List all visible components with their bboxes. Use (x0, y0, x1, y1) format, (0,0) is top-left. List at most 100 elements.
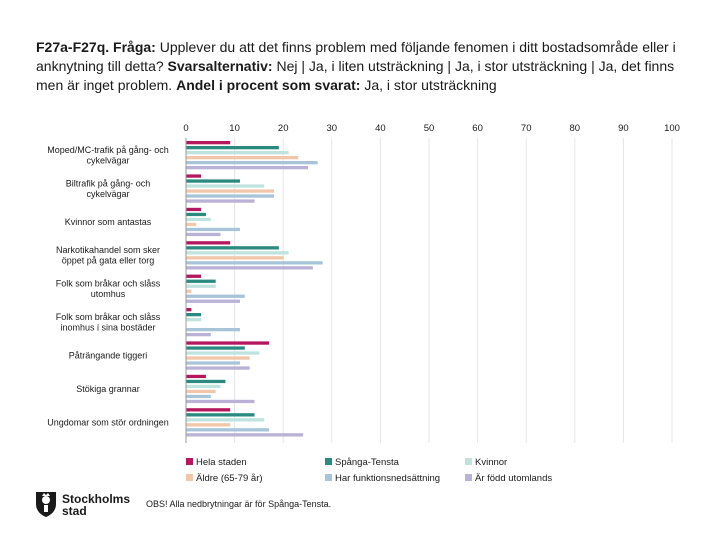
bar (186, 308, 192, 312)
legend-item: Äldre (65-79 år) (186, 473, 263, 484)
x-tick-label: 20 (278, 123, 289, 134)
bar (186, 313, 202, 317)
legend-item: Har funktionsnedsättning (325, 473, 440, 484)
legend-label: Har funktionsnedsättning (335, 473, 441, 484)
bar (186, 333, 211, 337)
bar (186, 274, 202, 278)
legend-label: Är född utomlands (475, 473, 553, 484)
bar (186, 194, 274, 198)
x-tick-label: 0 (183, 123, 188, 134)
bar (186, 146, 279, 150)
bar (186, 356, 250, 360)
bar (186, 428, 270, 432)
stockholm-crest-icon (36, 492, 56, 517)
bar (186, 156, 299, 160)
bar (186, 141, 231, 145)
bar (186, 217, 211, 222)
category-label: Moped/MC-trafik på gång- och cykelvägar (47, 145, 169, 166)
bar (186, 179, 240, 183)
x-tick-label: 10 (229, 123, 240, 134)
footnote: OBS! Alla nedbrytningar är för Spånga-Te… (146, 499, 332, 509)
logo-text: Stockholms stad (62, 493, 142, 517)
x-tick-label: 40 (375, 123, 386, 134)
category-label: Folk som bråkar och slåss utomhus (56, 279, 161, 300)
category-label: Narkotikahandel som sker öppet på gata el… (56, 245, 160, 266)
bar (186, 328, 240, 332)
bar (186, 174, 202, 178)
legend-label: Äldre (65-79 år) (196, 473, 263, 484)
bar (186, 379, 226, 384)
bar (186, 251, 289, 255)
bar (186, 261, 323, 265)
bar (186, 423, 231, 427)
bar (186, 294, 245, 298)
legend-swatch (325, 458, 332, 465)
bar (186, 266, 313, 270)
alternatives-label: Svarsalternativ: (167, 58, 273, 74)
question-text: Upplever du att det finns problem med fö… (36, 39, 676, 74)
bar (186, 299, 240, 303)
bar (186, 341, 270, 345)
bar (186, 289, 192, 293)
bar (186, 207, 202, 212)
bar (186, 246, 279, 250)
legend-label: Spånga-Tensta (335, 457, 399, 468)
bar (186, 189, 274, 193)
share-label: Andel i procent som svarat: (176, 77, 361, 93)
share-text: Ja, i stor utsträckning (364, 77, 497, 93)
bar (186, 241, 231, 245)
bar (186, 199, 255, 203)
legend-item: Kvinnor (465, 457, 507, 468)
legend-label: Kvinnor (475, 457, 508, 468)
bar (186, 318, 202, 322)
category-label: Stökiga grannar (76, 384, 140, 394)
category-label: Påträngande tiggeri (69, 351, 148, 361)
bar (186, 232, 221, 237)
x-tick-label: 50 (424, 123, 435, 134)
legend-swatch (465, 458, 472, 465)
bar (186, 256, 284, 260)
x-tick-label: 70 (521, 123, 532, 134)
x-tick-label: 60 (472, 123, 483, 134)
bar (186, 184, 265, 188)
chart-title: F27a-F27q. Fråga: Upplever du att det fi… (36, 38, 676, 95)
bar (186, 284, 216, 288)
legend-swatch (186, 474, 193, 481)
logo-line1: Stockholms (62, 492, 131, 506)
bar (186, 212, 206, 217)
x-tick-label: 80 (570, 123, 581, 134)
x-tick-label: 90 (618, 123, 629, 134)
legend-swatch (325, 474, 332, 481)
category-label: Folk som bråkar och slåss inomhus i sina … (56, 312, 161, 333)
bar (186, 227, 240, 232)
bar (186, 366, 250, 370)
bar (186, 389, 216, 394)
category-label: Biltrafik på gång- och cykelvägar (66, 178, 151, 199)
bar (186, 279, 216, 283)
bar (186, 418, 265, 422)
category-label: Kvinnor som antastas (65, 217, 152, 227)
bar (186, 433, 304, 437)
bar (186, 161, 318, 165)
legend-swatch (186, 458, 193, 465)
alternatives-text: Nej | Ja, i liten utsträckning | Ja, i s… (36, 58, 675, 93)
bar (186, 384, 221, 389)
x-tick-label: 100 (664, 123, 680, 134)
bar (186, 222, 197, 227)
legend-item: Är född utomlands (465, 473, 552, 484)
question-label: Fråga: (113, 39, 156, 55)
bar (186, 408, 231, 412)
bar (186, 374, 206, 379)
bar (186, 394, 211, 399)
legend-label: Hela staden (196, 457, 247, 468)
legend-swatch (465, 474, 472, 481)
bar (186, 346, 245, 350)
bar (186, 151, 289, 155)
bar (186, 361, 240, 365)
question-code: F27a-F27q. (36, 39, 110, 55)
logo-line2: stad (62, 504, 87, 518)
legend-item: Spånga-Tensta (325, 457, 399, 468)
bar (186, 166, 308, 170)
legend-item: Hela staden (186, 457, 247, 468)
